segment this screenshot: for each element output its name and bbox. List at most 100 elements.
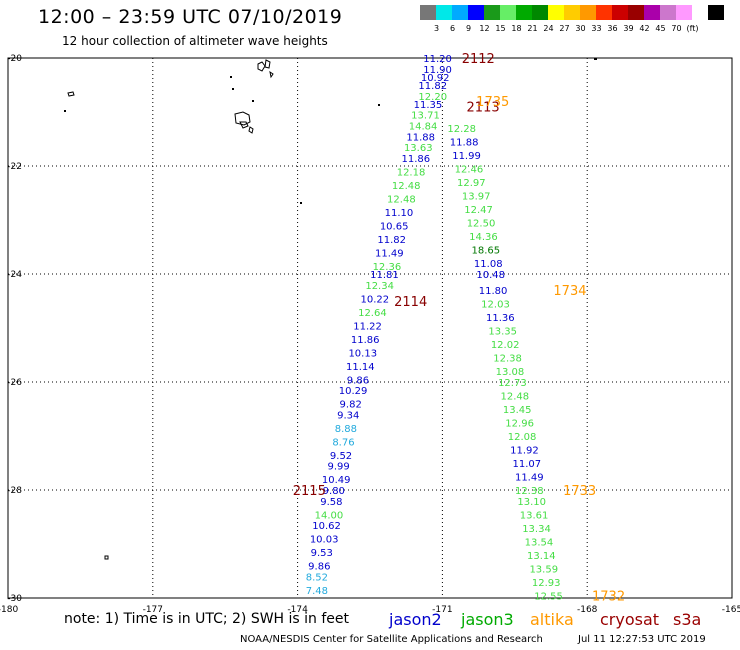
wave-height-label: 13.97 bbox=[462, 192, 491, 203]
page-subtitle: 12 hour collection of altimeter wave hei… bbox=[62, 34, 328, 48]
wave-height-label: 8.52 bbox=[306, 572, 328, 583]
wave-height-label: 11.90 bbox=[423, 65, 452, 76]
wave-height-label: 13.34 bbox=[522, 524, 551, 535]
wave-height-label: 9.86 bbox=[308, 562, 330, 573]
wave-height-label: 11.86 bbox=[351, 335, 380, 346]
island-shape bbox=[104, 555, 109, 560]
wave-height-label: 11.10 bbox=[385, 208, 414, 219]
wave-height-label: 12.97 bbox=[457, 178, 486, 189]
track-number: 2113 bbox=[467, 101, 500, 116]
wave-height-label: 7.48 bbox=[306, 586, 328, 597]
island-shape bbox=[248, 126, 254, 134]
wave-height-label: 11.99 bbox=[452, 151, 481, 162]
footer-timestamp: Jul 11 12:27:53 UTC 2019 bbox=[578, 634, 706, 645]
wave-height-label: 14.00 bbox=[315, 510, 344, 521]
footer-credit: NOAA/NESDIS Center for Satellite Applica… bbox=[240, 634, 543, 645]
legend-altika: altika bbox=[530, 610, 574, 629]
wave-height-observations: 11.2011.9010.9211.8212.2011.3513.7114.84… bbox=[306, 54, 563, 602]
wave-height-label: 14.84 bbox=[409, 122, 438, 133]
wave-height-label: 11.82 bbox=[377, 235, 406, 246]
color-scale-label: 24 bbox=[543, 24, 554, 33]
wave-height-label: 9.53 bbox=[311, 548, 333, 559]
wave-height-label: 10.49 bbox=[322, 475, 351, 486]
wave-height-label: 9.86 bbox=[347, 375, 369, 386]
footer-note: note: 1) Time is in UTC; 2) SWH is in fe… bbox=[64, 611, 350, 627]
island-shape bbox=[67, 91, 75, 97]
wave-height-label: 12.20 bbox=[418, 92, 447, 103]
x-tick-label: -174 bbox=[287, 605, 308, 615]
island-shape bbox=[269, 70, 274, 79]
wave-height-label: 10.13 bbox=[348, 348, 377, 359]
color-scale-label: 3 bbox=[433, 24, 440, 33]
color-scale-label: 30 bbox=[575, 24, 586, 33]
wave-height-label: 12.73 bbox=[498, 378, 527, 389]
y-tick-label: -20 bbox=[7, 54, 22, 64]
legend-cryosat: cryosat bbox=[600, 610, 660, 629]
wave-height-label: 13.54 bbox=[525, 537, 554, 548]
wave-height-label: 12.38 bbox=[493, 354, 522, 365]
wave-height-label: 11.14 bbox=[346, 362, 375, 373]
wave-height-label: 10.29 bbox=[339, 386, 368, 397]
island-shape bbox=[234, 111, 251, 126]
wave-height-label: 12.47 bbox=[464, 205, 493, 216]
wave-height-label: 18.65 bbox=[472, 246, 501, 257]
y-tick-label: -24 bbox=[7, 270, 22, 280]
island-dots bbox=[64, 58, 597, 204]
track-number: 2114 bbox=[394, 295, 427, 310]
wave-height-label: 9.34 bbox=[337, 410, 359, 421]
track-number: 2112 bbox=[462, 52, 495, 67]
wave-height-label: 13.63 bbox=[404, 143, 433, 154]
color-scale-label: 6 bbox=[449, 24, 456, 33]
wave-height-label: 10.62 bbox=[312, 521, 341, 532]
color-scale-label: 27 bbox=[559, 24, 570, 33]
wave-height-label: 12.34 bbox=[365, 281, 394, 292]
color-scale-label: 42 bbox=[639, 24, 650, 33]
wave-height-label: 11.49 bbox=[375, 248, 404, 259]
wave-height-label: 12.48 bbox=[387, 194, 416, 205]
wave-height-label: 12.03 bbox=[481, 300, 510, 311]
wave-height-label: 11.22 bbox=[353, 321, 382, 332]
wave-height-label: 13.08 bbox=[496, 367, 525, 378]
wave-height-label: 11.86 bbox=[402, 154, 431, 165]
wave-height-label: 12.46 bbox=[455, 165, 484, 176]
wave-height-label: 13.71 bbox=[411, 111, 440, 122]
x-tick-label: -171 bbox=[432, 605, 452, 615]
wave-height-label: 11.49 bbox=[515, 473, 544, 484]
y-tick-label: -26 bbox=[7, 378, 22, 388]
y-tick-label: -22 bbox=[7, 162, 22, 172]
legend-jason3: jason3 bbox=[461, 610, 514, 629]
wave-height-label: 11.80 bbox=[479, 286, 508, 297]
wave-height-label: 11.88 bbox=[450, 138, 479, 149]
color-scale-label: 12 bbox=[479, 24, 490, 33]
color-scale-label: 33 bbox=[591, 24, 602, 33]
wave-height-label: 10.22 bbox=[361, 294, 390, 305]
wave-height-label: 12.28 bbox=[447, 124, 476, 135]
x-tick-label: -177 bbox=[143, 605, 163, 615]
axis-labels: -180 -177 -174 -171 -168 -165 -20 -22 -24 -26 -28 -… bbox=[0, 54, 740, 615]
wave-height-label: 12.93 bbox=[532, 578, 561, 589]
page-title: 12:00 – 23:59 UTC 07/10/2019 bbox=[38, 6, 343, 28]
wave-height-label: 11.35 bbox=[414, 100, 443, 111]
wave-height-label: 11.82 bbox=[418, 81, 447, 92]
color-scale-label: 15 bbox=[495, 24, 506, 33]
islands bbox=[67, 59, 274, 560]
color-scale-label: 21 bbox=[527, 24, 538, 33]
wave-height-label: 10.65 bbox=[380, 221, 409, 232]
wave-height-label: 11.92 bbox=[510, 446, 539, 457]
x-tick-label: -165 bbox=[722, 605, 740, 615]
wave-height-label: 12.36 bbox=[373, 262, 402, 273]
wave-height-label: 12.18 bbox=[397, 167, 426, 178]
wave-height-label: 13.61 bbox=[520, 510, 549, 521]
wave-height-label: 12.48 bbox=[392, 181, 421, 192]
wave-height-label: 12.96 bbox=[505, 419, 534, 430]
track-number: 1733 bbox=[563, 484, 596, 499]
wave-height-label: 12.38 bbox=[515, 486, 544, 497]
wave-height-label: 9.80 bbox=[323, 486, 345, 497]
wave-height-label: 12.55 bbox=[534, 591, 563, 602]
wave-height-label: 13.35 bbox=[488, 327, 517, 338]
color-scale-label: 9 bbox=[465, 24, 472, 33]
track-number: 1734 bbox=[553, 284, 586, 299]
wave-height-label: 11.81 bbox=[370, 270, 399, 281]
